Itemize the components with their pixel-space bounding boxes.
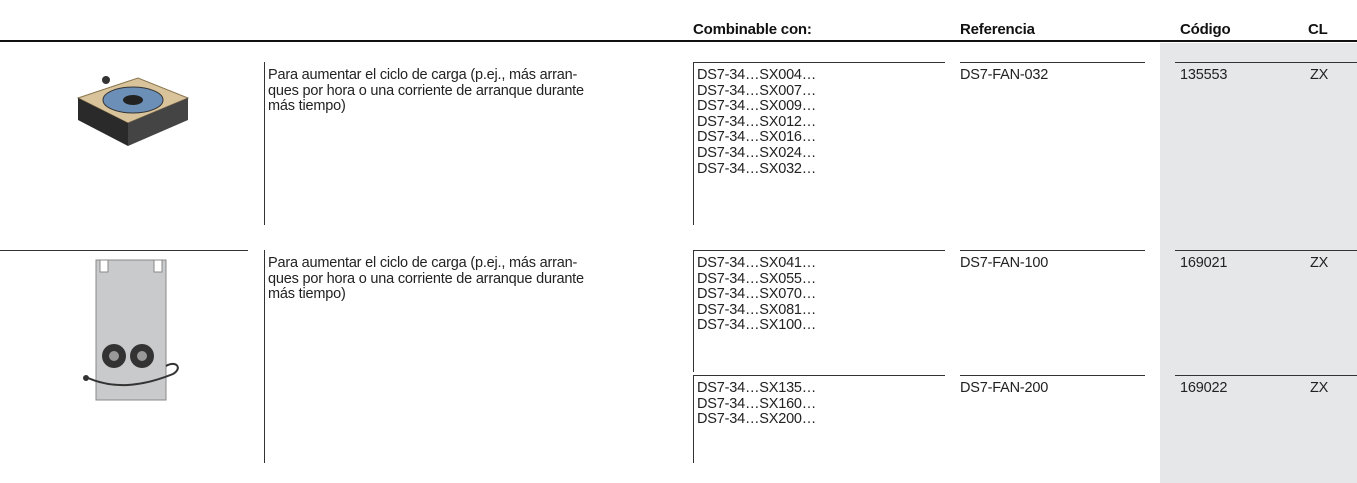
- reference: DS7-FAN-100: [960, 255, 1049, 271]
- cl: ZX: [1310, 255, 1329, 271]
- cl: ZX: [1310, 67, 1329, 83]
- column-header: Código: [1180, 21, 1231, 38]
- reference: DS7-FAN-032: [960, 67, 1049, 83]
- combinable-item: DS7-34…SX200…: [697, 411, 817, 428]
- description-rule: [264, 62, 265, 225]
- image-rule: [0, 250, 248, 251]
- combinable-item: DS7-34…SX055…: [697, 270, 817, 287]
- combinable-item: DS7-34…SX070…: [697, 286, 817, 303]
- column-header: Combinable con:: [693, 21, 812, 38]
- description-line: más tiempo): [268, 98, 346, 115]
- combinable-item: DS7-34…SX081…: [697, 301, 817, 318]
- combinable-item: DS7-34…SX009…: [697, 98, 817, 115]
- description-line: ques por hora o una corriente de arranqu…: [268, 82, 584, 99]
- combinable-item: DS7-34…SX032…: [697, 160, 817, 177]
- reference: DS7-FAN-200: [960, 380, 1049, 396]
- description-rule: [264, 250, 265, 463]
- combinable-rule: [693, 62, 694, 225]
- code: 135553: [1180, 67, 1228, 83]
- combinable-item: DS7-34…SX012…: [697, 113, 817, 130]
- reference-rule: [960, 62, 1145, 63]
- code-rule: [1175, 62, 1357, 63]
- code: 169022: [1180, 380, 1228, 396]
- column-header: Referencia: [960, 21, 1035, 38]
- fan-image-small: [76, 76, 190, 146]
- column-header: CL: [1308, 21, 1328, 38]
- combinable-item: DS7-34…SX135…: [697, 380, 817, 396]
- header-rule: [0, 40, 1357, 42]
- combinable-item: DS7-34…SX007…: [697, 82, 817, 99]
- combinable-rule: [693, 375, 694, 463]
- reference-rule: [960, 250, 1145, 251]
- combinable-item: DS7-34…SX004…: [697, 67, 817, 83]
- code-rule: [1175, 250, 1357, 251]
- combinable-item: DS7-34…SX016…: [697, 129, 817, 146]
- combinable-item: DS7-34…SX024…: [697, 145, 817, 161]
- code-rule: [1175, 375, 1357, 376]
- description-line: Para aumentar el ciclo de carga (p.ej., …: [268, 255, 578, 271]
- reference-rule: [960, 375, 1145, 376]
- description-line: Para aumentar el ciclo de carga (p.ej., …: [268, 67, 578, 83]
- combinable-rule: [693, 250, 945, 251]
- cl: ZX: [1310, 380, 1329, 396]
- combinable-rule: [693, 250, 694, 372]
- description-line: más tiempo): [268, 286, 346, 303]
- description-line: ques por hora o una corriente de arranqu…: [268, 270, 584, 287]
- code: 169021: [1180, 255, 1228, 271]
- combinable-item: DS7-34…SX160…: [697, 395, 817, 412]
- combinable-rule: [693, 62, 945, 63]
- combinable-rule: [693, 375, 945, 376]
- combinable-item: DS7-34…SX041…: [697, 255, 817, 271]
- code-column-bg: [1160, 43, 1357, 483]
- fan-image-plate: [83, 259, 179, 401]
- combinable-item: DS7-34…SX100…: [697, 317, 817, 334]
